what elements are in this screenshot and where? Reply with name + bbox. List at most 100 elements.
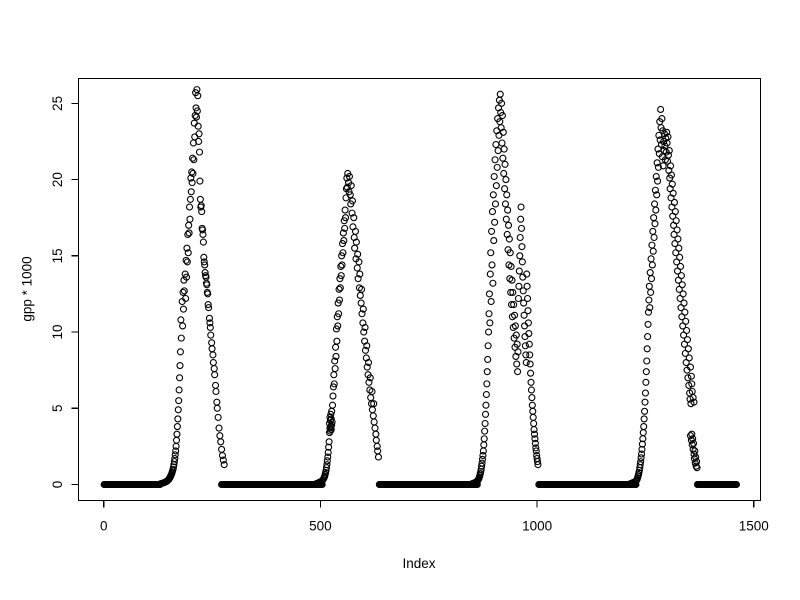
data-point [481,410,490,418]
data-point [213,404,221,412]
data-point [174,415,182,423]
data-point [672,217,680,225]
data-point [499,128,507,136]
data-point [184,230,192,239]
data-point [509,288,517,296]
data-point [504,221,513,229]
data-point [207,331,215,339]
data-point [209,358,217,367]
data-point [514,368,522,376]
data-point [215,424,223,432]
data-point [187,188,195,196]
data-point [523,282,531,290]
data-point [363,342,371,350]
y-tick-label: 10 [50,325,65,340]
data-point [667,171,675,179]
data-point [647,255,655,263]
data-point [688,430,696,438]
data-point [526,351,534,359]
data-point [357,299,365,307]
data-point [681,308,689,316]
y-tick-label: 25 [50,96,65,111]
data-point [185,221,193,229]
data-point [325,438,333,446]
data-point [494,147,502,155]
data-point [510,301,518,309]
data-point [499,154,507,162]
data-point [501,185,509,193]
data-point [372,436,380,444]
y-tick-label: 15 [50,248,65,263]
data-point [530,419,538,428]
data-point [365,378,373,386]
data-point [664,133,672,141]
data-point [364,358,373,367]
data-point [693,464,701,472]
data-point [211,371,219,379]
data-point [328,421,336,429]
data-point [352,238,360,246]
data-point [182,273,191,281]
data-point [486,319,494,327]
data-point [341,206,349,214]
data-point [685,354,693,362]
data-point [177,334,185,342]
data-point [492,182,500,190]
data-point [525,340,533,348]
data-point [184,249,192,257]
data-point [329,383,337,391]
data-point [679,290,687,298]
data-point [526,360,534,368]
data-point [640,415,648,423]
data-point [512,331,520,339]
data-point [194,92,202,100]
data-point [331,365,339,373]
y-tick-label: 5 [50,405,65,413]
data-point [339,249,347,257]
data-point [176,374,184,382]
data-point [193,107,201,115]
data-point [642,378,650,386]
data-point [488,261,496,269]
data-point [529,413,537,421]
data-point [689,435,697,443]
plot-box [77,77,762,502]
data-point [333,337,341,345]
data-point [205,304,213,312]
data-point [670,198,679,206]
data-point [667,162,675,170]
data-point [533,458,542,466]
data-point [520,311,528,319]
data-point [501,200,510,208]
data-point [323,457,331,465]
data-point [490,237,498,245]
data-point [498,111,506,120]
data-point [652,172,660,181]
data-point [478,459,486,467]
x-axis-label: Index [402,556,436,571]
data-point [208,339,216,347]
data-point [643,345,651,353]
data-point [689,439,698,447]
data-point [491,156,499,164]
data-point [323,461,331,469]
data-point [330,380,338,388]
data-point [683,326,691,335]
data-point [192,113,201,121]
data-point [209,351,217,359]
data-point [369,412,377,420]
data-point [638,440,646,448]
data-point [201,261,209,269]
data-point [203,281,211,289]
data-point [173,430,181,438]
data-point [686,363,695,371]
data-point [217,438,225,446]
data-point [659,162,667,170]
data-point [332,352,340,360]
data-point [200,253,208,261]
data-point [490,172,498,181]
data-point [639,429,647,437]
data-point [337,262,345,271]
data-point [195,137,203,146]
